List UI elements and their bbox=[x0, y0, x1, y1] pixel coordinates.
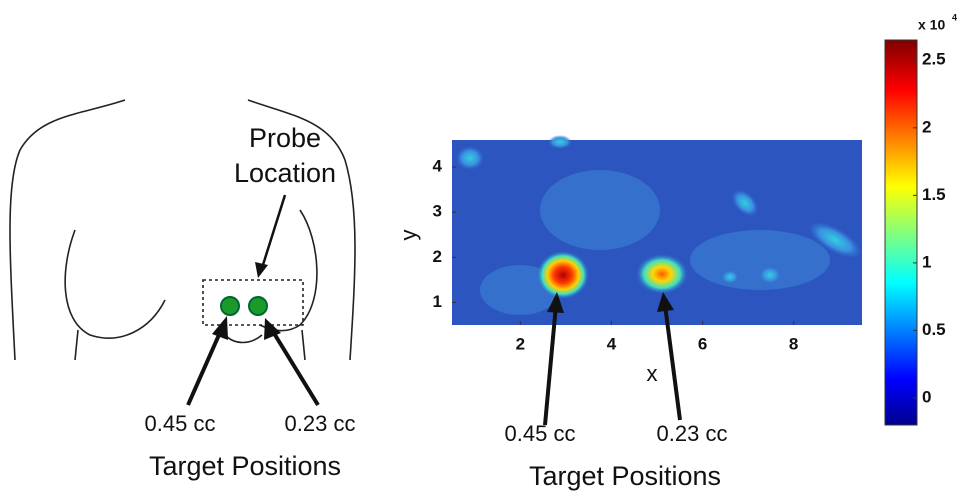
y-tick-label: 3 bbox=[433, 202, 442, 221]
colorbar-tick-label: 1 bbox=[922, 252, 931, 271]
probe-arrow bbox=[262, 195, 285, 268]
colorbar-multiplier: x 10 bbox=[918, 17, 945, 33]
target-045 bbox=[221, 297, 239, 315]
arrowhead-045 bbox=[212, 316, 228, 340]
y-tick-label: 4 bbox=[433, 157, 443, 176]
colorbar-tick-label: 2.5 bbox=[922, 50, 946, 69]
target-label: 0.23 cc bbox=[285, 411, 356, 436]
target-label: 0.45 cc bbox=[145, 411, 216, 436]
caption: Target Positions bbox=[149, 451, 341, 481]
heatmap-hotspot bbox=[636, 254, 688, 294]
probe-arrowhead bbox=[255, 262, 268, 278]
right-arm-line bbox=[302, 330, 305, 360]
right-breast bbox=[260, 210, 317, 331]
heatmap-blob bbox=[548, 135, 572, 149]
navel-curve bbox=[225, 335, 262, 343]
y-axis-label: y bbox=[396, 230, 421, 241]
x-axis-label: x bbox=[647, 361, 658, 386]
heatmap-blob bbox=[759, 266, 781, 284]
heatmap-region bbox=[690, 230, 830, 290]
colorbar-tick-label: 2 bbox=[922, 117, 931, 136]
heatmap-blob bbox=[721, 270, 739, 284]
target-023 bbox=[249, 297, 267, 315]
x-tick-label: 8 bbox=[789, 334, 798, 353]
colorbar-tick-label: 1.5 bbox=[922, 185, 946, 204]
caption: Target Positions bbox=[529, 461, 721, 491]
left-arm-line bbox=[75, 330, 78, 360]
left-shoulder bbox=[10, 100, 125, 360]
colorbar-exponent: 4 bbox=[952, 12, 957, 22]
arrow-045 bbox=[188, 328, 222, 405]
y-tick-label: 2 bbox=[433, 247, 442, 266]
target-label: 0.23 cc bbox=[657, 421, 728, 446]
heatmap-blob bbox=[456, 146, 484, 170]
x-tick-label: 2 bbox=[516, 334, 525, 353]
figure: Probe Location 0.45 cc 0.23 cc Target Po… bbox=[0, 0, 972, 496]
arrow-023 bbox=[272, 330, 318, 405]
probe-label: Probe bbox=[249, 123, 321, 153]
x-tick-label: 6 bbox=[698, 334, 707, 353]
y-tick-label: 1 bbox=[433, 292, 442, 311]
colorbar bbox=[885, 40, 917, 425]
heatmap bbox=[452, 135, 867, 325]
x-tick-label: 4 bbox=[607, 334, 617, 353]
colorbar-tick-label: 0 bbox=[922, 387, 931, 406]
heatmap-region bbox=[540, 170, 660, 250]
colorbar-tick-label: 0.5 bbox=[922, 320, 946, 339]
probe-label: Location bbox=[234, 158, 336, 188]
target-label: 0.45 cc bbox=[505, 421, 576, 446]
heatmap-hotspot bbox=[537, 251, 589, 299]
left-breast bbox=[65, 230, 165, 338]
